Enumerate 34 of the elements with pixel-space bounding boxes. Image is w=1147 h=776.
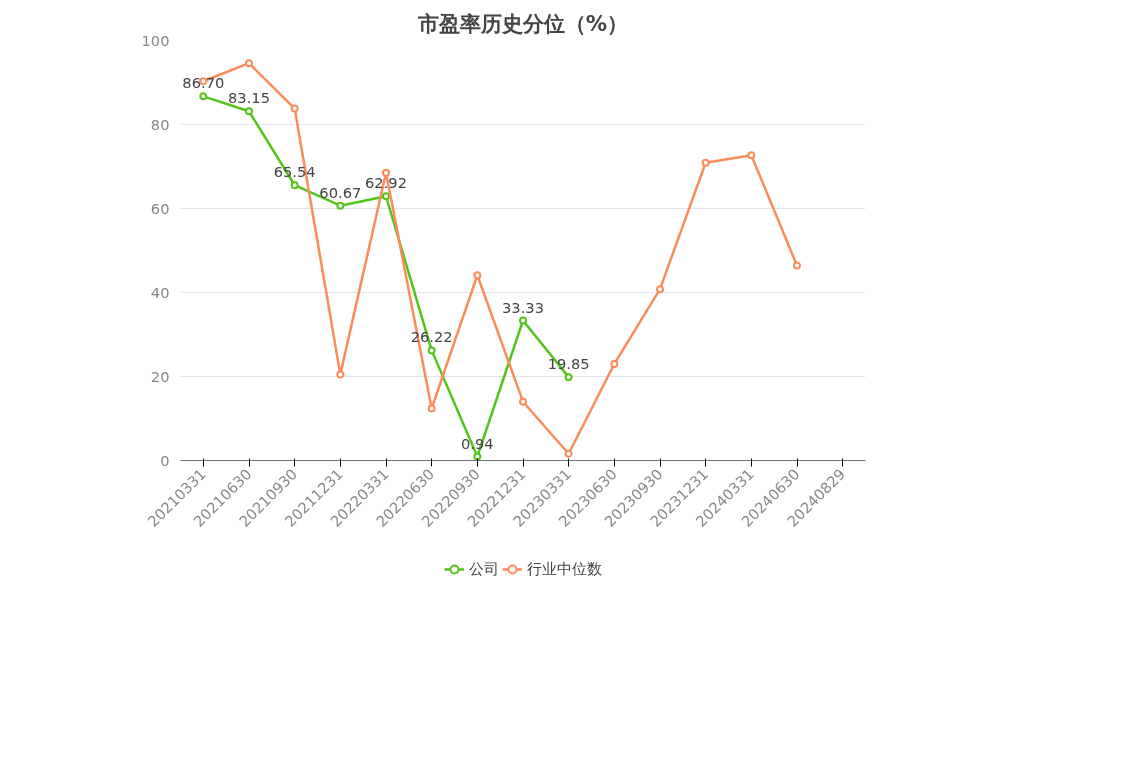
legend-label: 公司 bbox=[468, 559, 499, 579]
y-tick-label: 60 bbox=[150, 199, 170, 217]
point bbox=[564, 373, 573, 382]
point bbox=[701, 158, 710, 167]
y-tick-label: 20 bbox=[150, 367, 170, 385]
point bbox=[336, 201, 345, 210]
y-tick-label: 40 bbox=[150, 283, 170, 301]
data-label: 60.67 bbox=[319, 183, 362, 201]
point bbox=[564, 449, 573, 458]
legend-label: 行业中位数 bbox=[526, 559, 602, 579]
data-label: 86.70 bbox=[182, 74, 225, 92]
point bbox=[747, 151, 756, 160]
point bbox=[336, 370, 345, 379]
data-label: 33.33 bbox=[502, 298, 544, 316]
y-tick-label: 0 bbox=[160, 451, 170, 469]
data-label: 83.15 bbox=[228, 89, 270, 107]
y-tick-label: 100 bbox=[141, 31, 170, 49]
point bbox=[382, 192, 390, 201]
point bbox=[473, 271, 482, 280]
point bbox=[199, 92, 208, 101]
y-tick-label: 80 bbox=[150, 115, 170, 133]
point bbox=[427, 346, 436, 355]
point bbox=[427, 404, 436, 413]
point bbox=[245, 107, 253, 116]
point bbox=[610, 359, 619, 368]
chart-title: 市盈率历史分位（%） bbox=[416, 10, 629, 36]
point bbox=[473, 452, 482, 461]
point bbox=[519, 316, 527, 325]
point bbox=[245, 59, 253, 68]
point bbox=[793, 261, 801, 270]
point bbox=[656, 285, 664, 294]
point bbox=[519, 397, 527, 406]
point bbox=[290, 181, 299, 190]
point bbox=[290, 104, 299, 113]
